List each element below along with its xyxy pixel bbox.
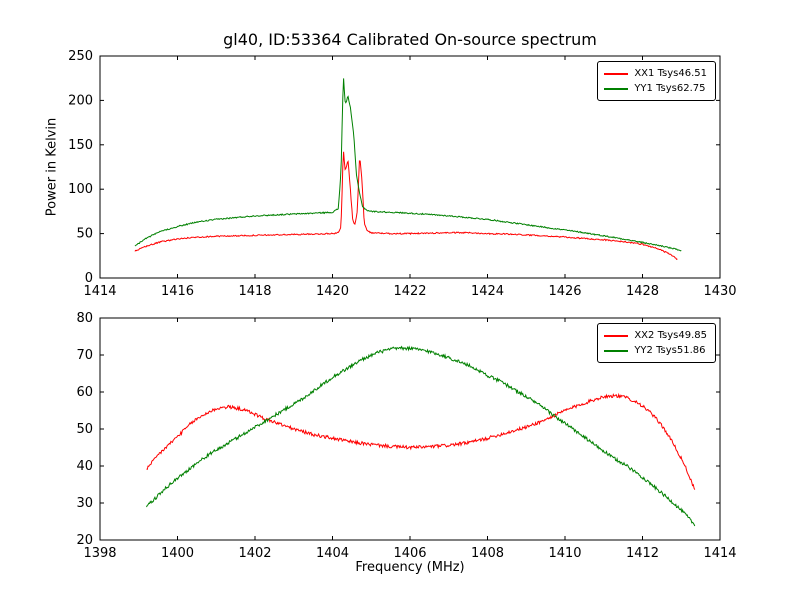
legend-line-sample (604, 334, 629, 337)
legend-item: YY1 Tsys62.75 (604, 81, 707, 96)
x-tick-label: 1398 (83, 546, 116, 561)
y-tick-label: 250 (68, 49, 93, 64)
legend-item: XX1 Tsys46.51 (604, 66, 707, 81)
y-tick-label: 30 (76, 496, 93, 511)
x-tick-label: 1420 (316, 284, 349, 299)
y-tick-label: 50 (76, 227, 93, 242)
y-tick-label: 80 (76, 311, 93, 326)
y-tick-label: 0 (85, 271, 93, 286)
series-line (146, 392, 696, 490)
x-tick-label: 1430 (703, 284, 736, 299)
x-tick-label: 1414 (83, 284, 116, 299)
legend-label: YY1 Tsys62.75 (634, 83, 706, 94)
legend-line-sample (604, 349, 629, 352)
x-tick-label: 1410 (548, 546, 581, 561)
x-tick-label: 1424 (471, 284, 504, 299)
legend-label: YY2 Tsys51.86 (634, 345, 706, 356)
y-tick-label: 150 (68, 138, 93, 153)
y-tick-label: 40 (76, 459, 93, 474)
legend-item: YY2 Tsys51.86 (604, 343, 707, 358)
x-tick-label: 1402 (238, 546, 271, 561)
y-tick-label: 100 (68, 182, 93, 197)
legend-label: XX1 Tsys46.51 (634, 68, 707, 79)
x-axis-label: Frequency (MHz) (355, 560, 465, 575)
x-tick-label: 1426 (548, 284, 581, 299)
y-tick-label: 70 (76, 348, 93, 363)
y-axis-label: Power in Kelvin (44, 117, 60, 217)
series-line (134, 151, 678, 261)
y-tick-label: 60 (76, 385, 93, 400)
legend-label: XX2 Tsys49.85 (634, 330, 707, 341)
x-tick-label: 1418 (238, 284, 271, 299)
x-tick-label: 1416 (161, 284, 194, 299)
x-tick-label: 1412 (626, 546, 659, 561)
x-tick-label: 1422 (393, 284, 426, 299)
x-tick-label: 1406 (393, 546, 426, 561)
chart-title: gl40, ID:53364 Calibrated On-source spec… (223, 30, 597, 49)
y-tick-label: 20 (76, 533, 93, 548)
x-tick-label: 1404 (316, 546, 349, 561)
x-tick-label: 1414 (703, 546, 736, 561)
legend-item: XX2 Tsys49.85 (604, 328, 707, 343)
y-tick-label: 200 (68, 93, 93, 108)
series-line (134, 78, 682, 252)
y-tick-label: 50 (76, 422, 93, 437)
legend-bottom-chart: XX2 Tsys49.85 YY2 Tsys51.86 (597, 323, 716, 363)
legend-top-chart: XX1 Tsys46.51 YY1 Tsys62.75 (597, 61, 716, 101)
x-tick-label: 1428 (626, 284, 659, 299)
legend-line-sample (604, 72, 629, 75)
x-tick-label: 1400 (161, 546, 194, 561)
x-tick-label: 1408 (471, 546, 504, 561)
legend-line-sample (604, 87, 629, 90)
series-line (146, 345, 696, 527)
